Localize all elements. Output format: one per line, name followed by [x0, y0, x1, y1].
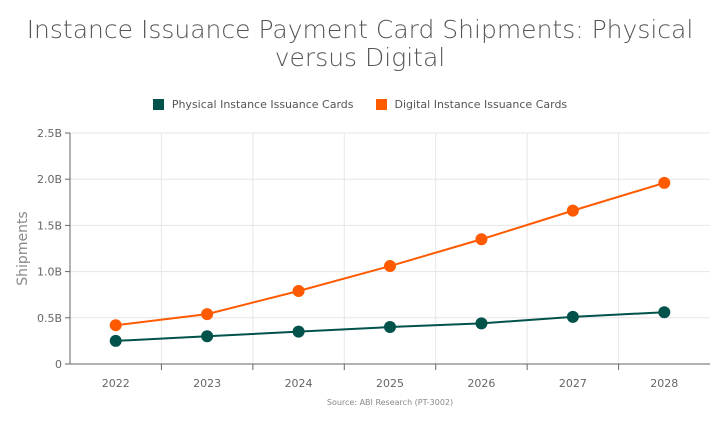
x-tick-label: 2026 — [467, 377, 495, 390]
data-point — [109, 334, 122, 347]
data-point — [475, 317, 488, 330]
x-tick-label: 2022 — [102, 377, 130, 390]
data-point — [201, 308, 214, 321]
x-tick-label: 2025 — [376, 377, 404, 390]
legend-item-digital[interactable]: Digital Instance Issuance Cards — [375, 98, 568, 111]
x-tick-label: 2024 — [285, 377, 313, 390]
y-tick-label: 1.5B — [37, 219, 62, 232]
y-tick-label: 2.0B — [37, 173, 62, 186]
legend-label: Physical Instance Issuance Cards — [171, 98, 354, 111]
data-point — [566, 310, 579, 323]
y-tick-label: 2.5B — [37, 127, 62, 140]
legend: Physical Instance Issuance Cards Digital… — [0, 98, 720, 111]
legend-swatch — [375, 99, 387, 110]
data-point — [292, 285, 305, 298]
chart-title: Instance Issuance Payment Card Shipments… — [26, 15, 694, 72]
data-point — [566, 204, 579, 217]
source-note: Source: ABI Research (PT-3002) — [326, 398, 454, 407]
data-point — [658, 176, 671, 189]
legend-item-physical[interactable]: Physical Instance Issuance Cards — [152, 98, 354, 111]
legend-label: Digital Instance Issuance Cards — [394, 98, 568, 111]
data-point — [384, 260, 396, 273]
data-point — [109, 319, 122, 332]
y-axis-label: Shipments — [15, 211, 31, 285]
data-point — [201, 330, 214, 343]
data-point — [658, 306, 671, 319]
y-tick-label: 1.0B — [37, 266, 62, 279]
legend-swatch — [152, 99, 164, 110]
x-tick-label: 2028 — [650, 377, 678, 390]
data-point — [475, 233, 488, 246]
y-tick-label: 0 — [55, 358, 62, 371]
x-tick-label: 2023 — [193, 377, 221, 390]
x-tick-label: 2027 — [559, 377, 587, 390]
series-line-digital — [115, 181, 665, 327]
data-point — [384, 321, 396, 334]
y-tick-label: 0.5B — [37, 312, 62, 325]
data-point — [292, 325, 305, 338]
